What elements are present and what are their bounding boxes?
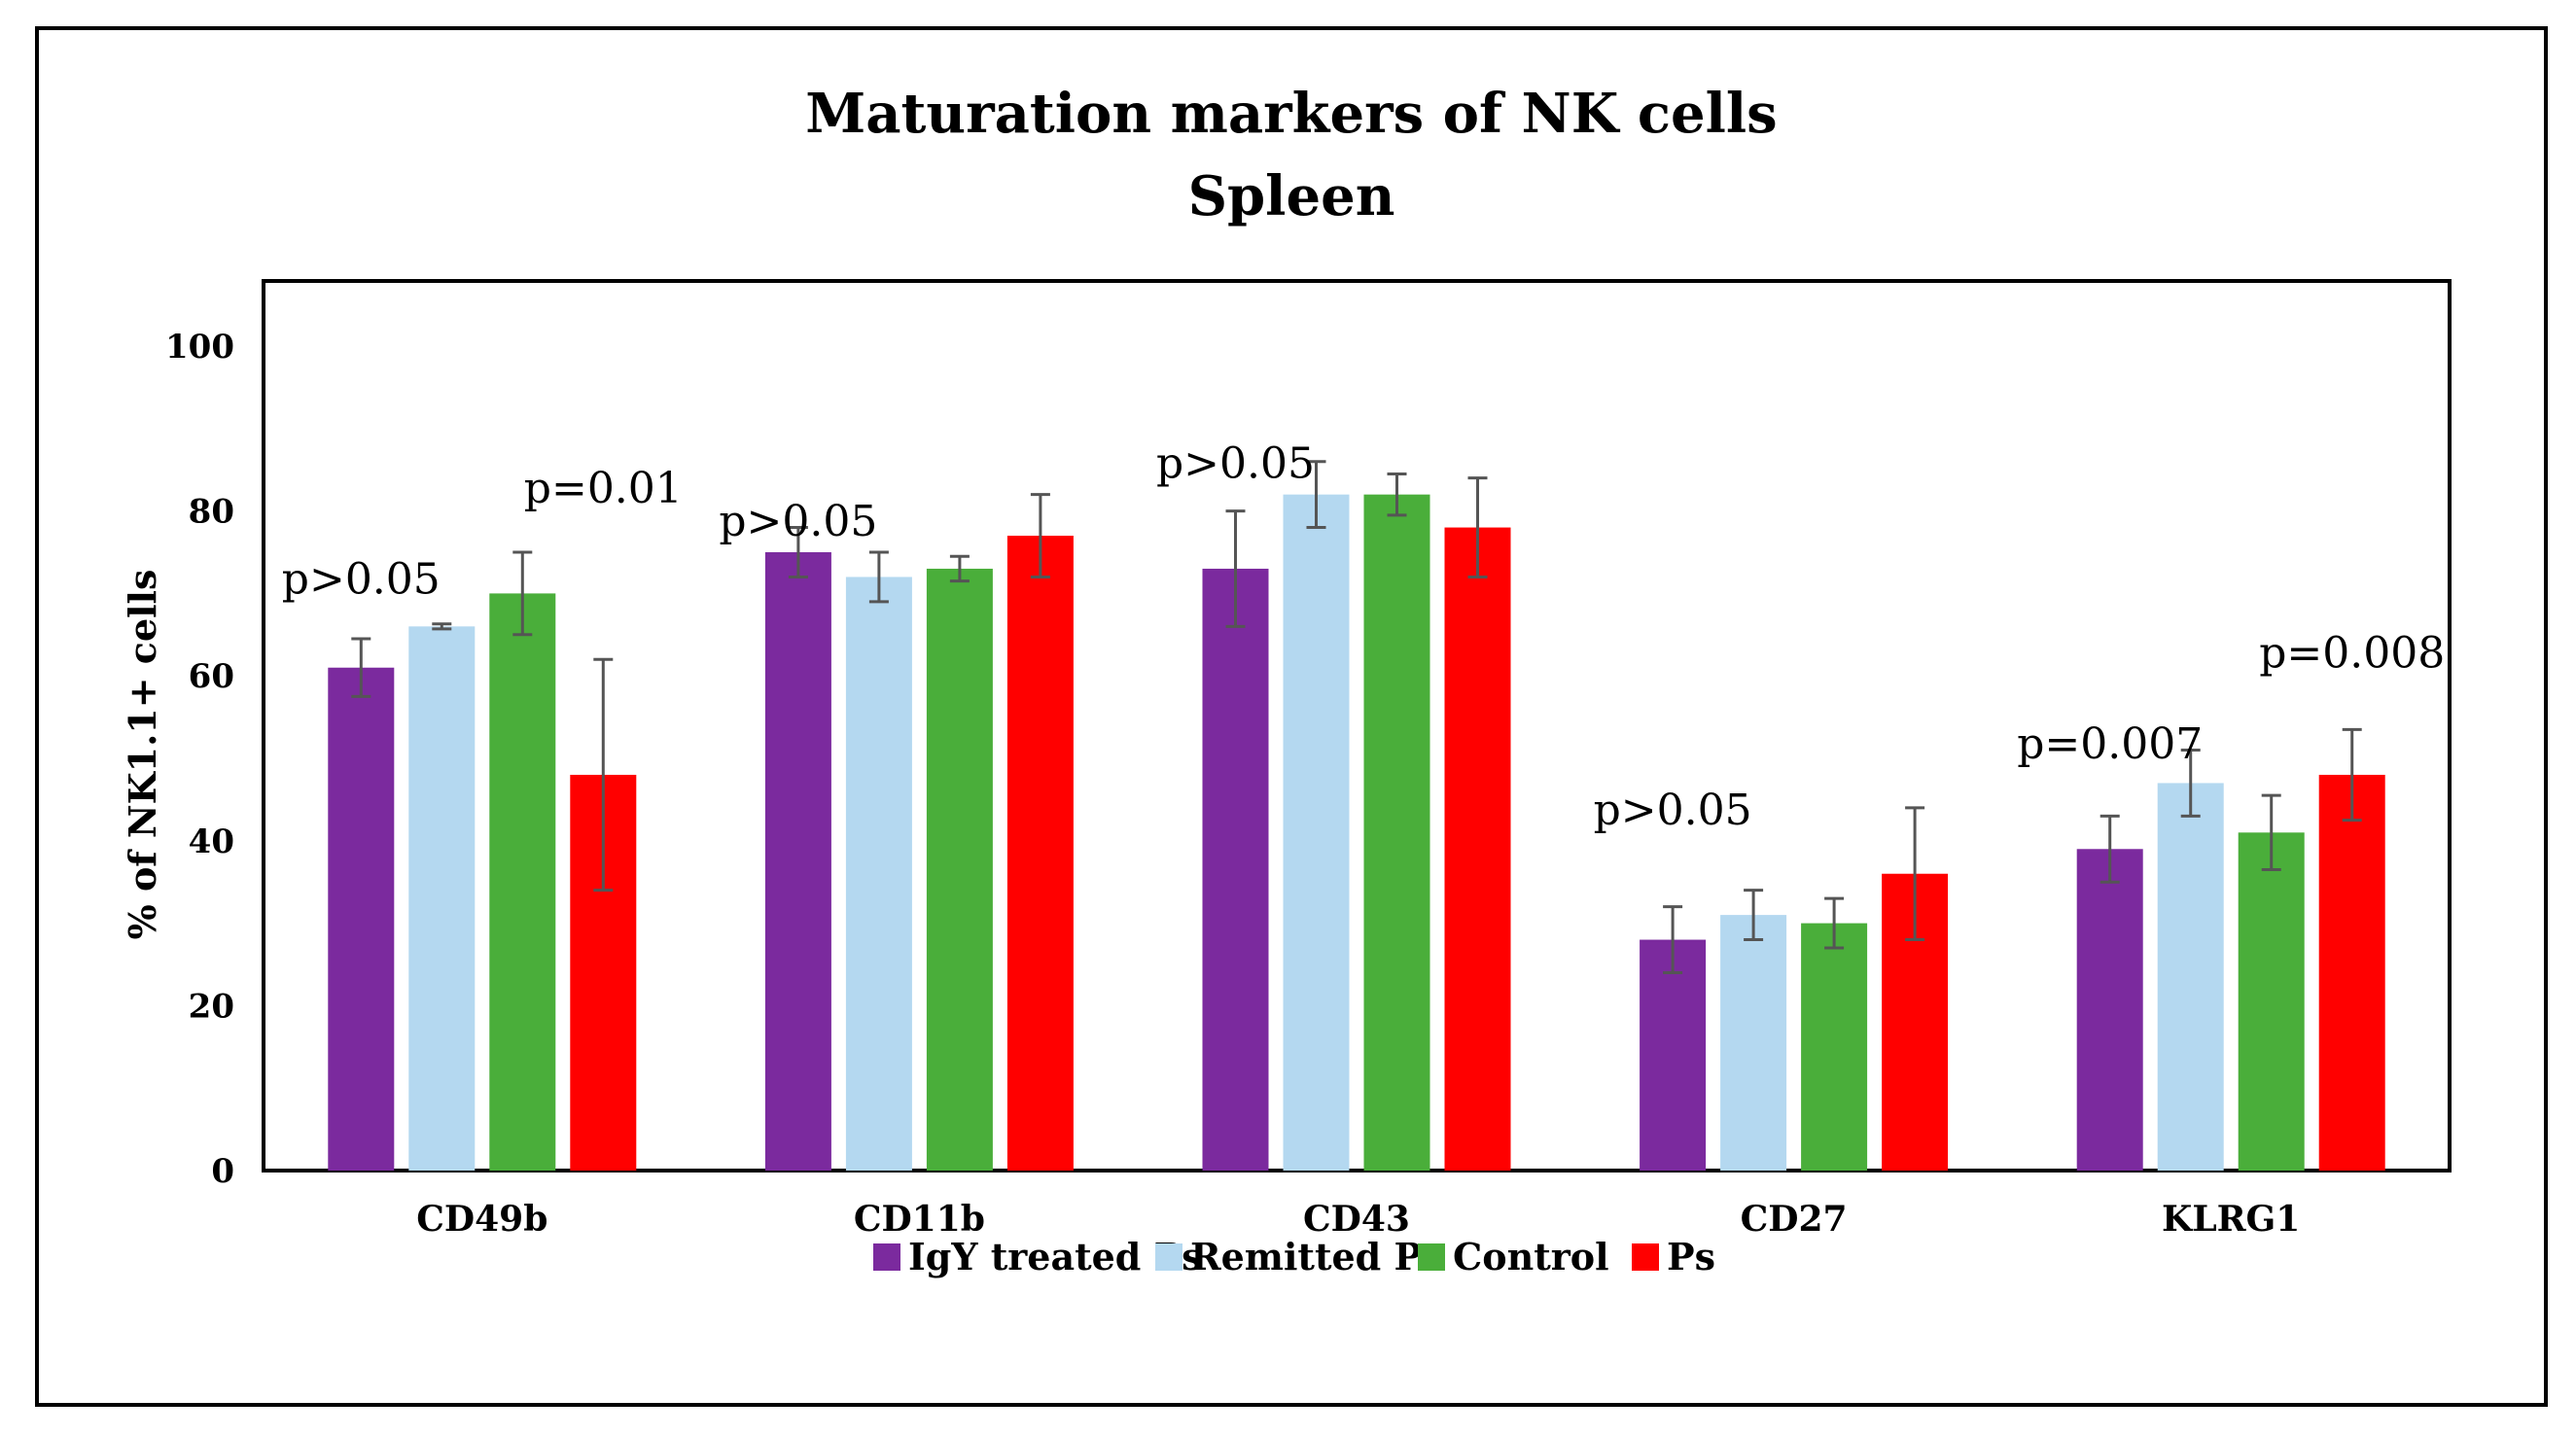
legend-swatch — [1632, 1243, 1659, 1271]
p-value-annotation: p>0.05 — [719, 497, 877, 546]
bar-cd43-0 — [1202, 568, 1269, 1171]
bar-cd11b-0 — [764, 552, 831, 1171]
bar-cd11b-2 — [926, 568, 993, 1171]
legend-label: IgY treated Ps — [908, 1235, 1203, 1278]
legend-label: Ps — [1667, 1235, 1715, 1278]
bar-cd49b-1 — [408, 626, 476, 1171]
x-tick-label: KLRG1 — [2162, 1199, 2300, 1240]
p-value-annotation: p=0.007 — [2017, 719, 2203, 769]
p-value-annotation: p=0.01 — [524, 464, 683, 513]
x-tick-label: CD27 — [1741, 1199, 1848, 1240]
chart-frame: Maturation markers of NK cells Spleen % … — [35, 26, 2548, 1407]
x-tick-label: CD11b — [854, 1199, 985, 1240]
bar-cd27-2 — [1801, 923, 1868, 1171]
x-tick-label: CD43 — [1303, 1199, 1410, 1240]
bar-klrg1-3 — [2318, 774, 2385, 1171]
bar-cd43-1 — [1283, 494, 1350, 1171]
y-tick-label: 80 — [189, 493, 234, 532]
y-tick-label: 20 — [189, 987, 234, 1026]
y-tick-label: 100 — [165, 328, 234, 367]
bar-klrg1-2 — [2238, 832, 2305, 1171]
bar-cd49b-0 — [328, 667, 395, 1171]
bar-klrg1-1 — [2157, 783, 2224, 1171]
chart-subtitle: Spleen — [1188, 164, 1395, 228]
y-tick-label: 0 — [211, 1152, 234, 1191]
bar-cd43-3 — [1444, 527, 1511, 1171]
p-value-annotation: p>0.05 — [1156, 439, 1315, 489]
bar-cd49b-2 — [489, 593, 556, 1171]
p-value-annotation: p=0.008 — [2259, 629, 2445, 679]
legend-swatch — [873, 1243, 900, 1271]
p-value-annotation: p>0.05 — [282, 554, 441, 604]
x-tick-label: CD49b — [416, 1199, 547, 1240]
chart-svg: Maturation markers of NK cells Spleen % … — [121, 82, 2452, 1278]
legend-swatch — [1418, 1243, 1445, 1271]
legend-label: Control — [1453, 1235, 1609, 1278]
y-tick-label: 40 — [189, 822, 234, 861]
bar-cd11b-1 — [845, 577, 912, 1171]
p-value-annotation: p>0.05 — [1594, 786, 1752, 835]
chart-title: Maturation markers of NK cells — [805, 82, 1777, 146]
bar-klrg1-0 — [2076, 849, 2143, 1171]
y-axis-label: % of NK1.1+ cells — [121, 570, 164, 940]
bar-cd43-2 — [1363, 494, 1430, 1171]
legend-swatch — [1155, 1243, 1182, 1271]
bar-cd27-1 — [1720, 915, 1787, 1171]
bar-cd27-0 — [1640, 939, 1707, 1171]
legend-label: Remitted Ps — [1190, 1235, 1442, 1278]
y-tick-label: 60 — [189, 657, 234, 696]
bar-cd11b-3 — [1006, 536, 1074, 1171]
